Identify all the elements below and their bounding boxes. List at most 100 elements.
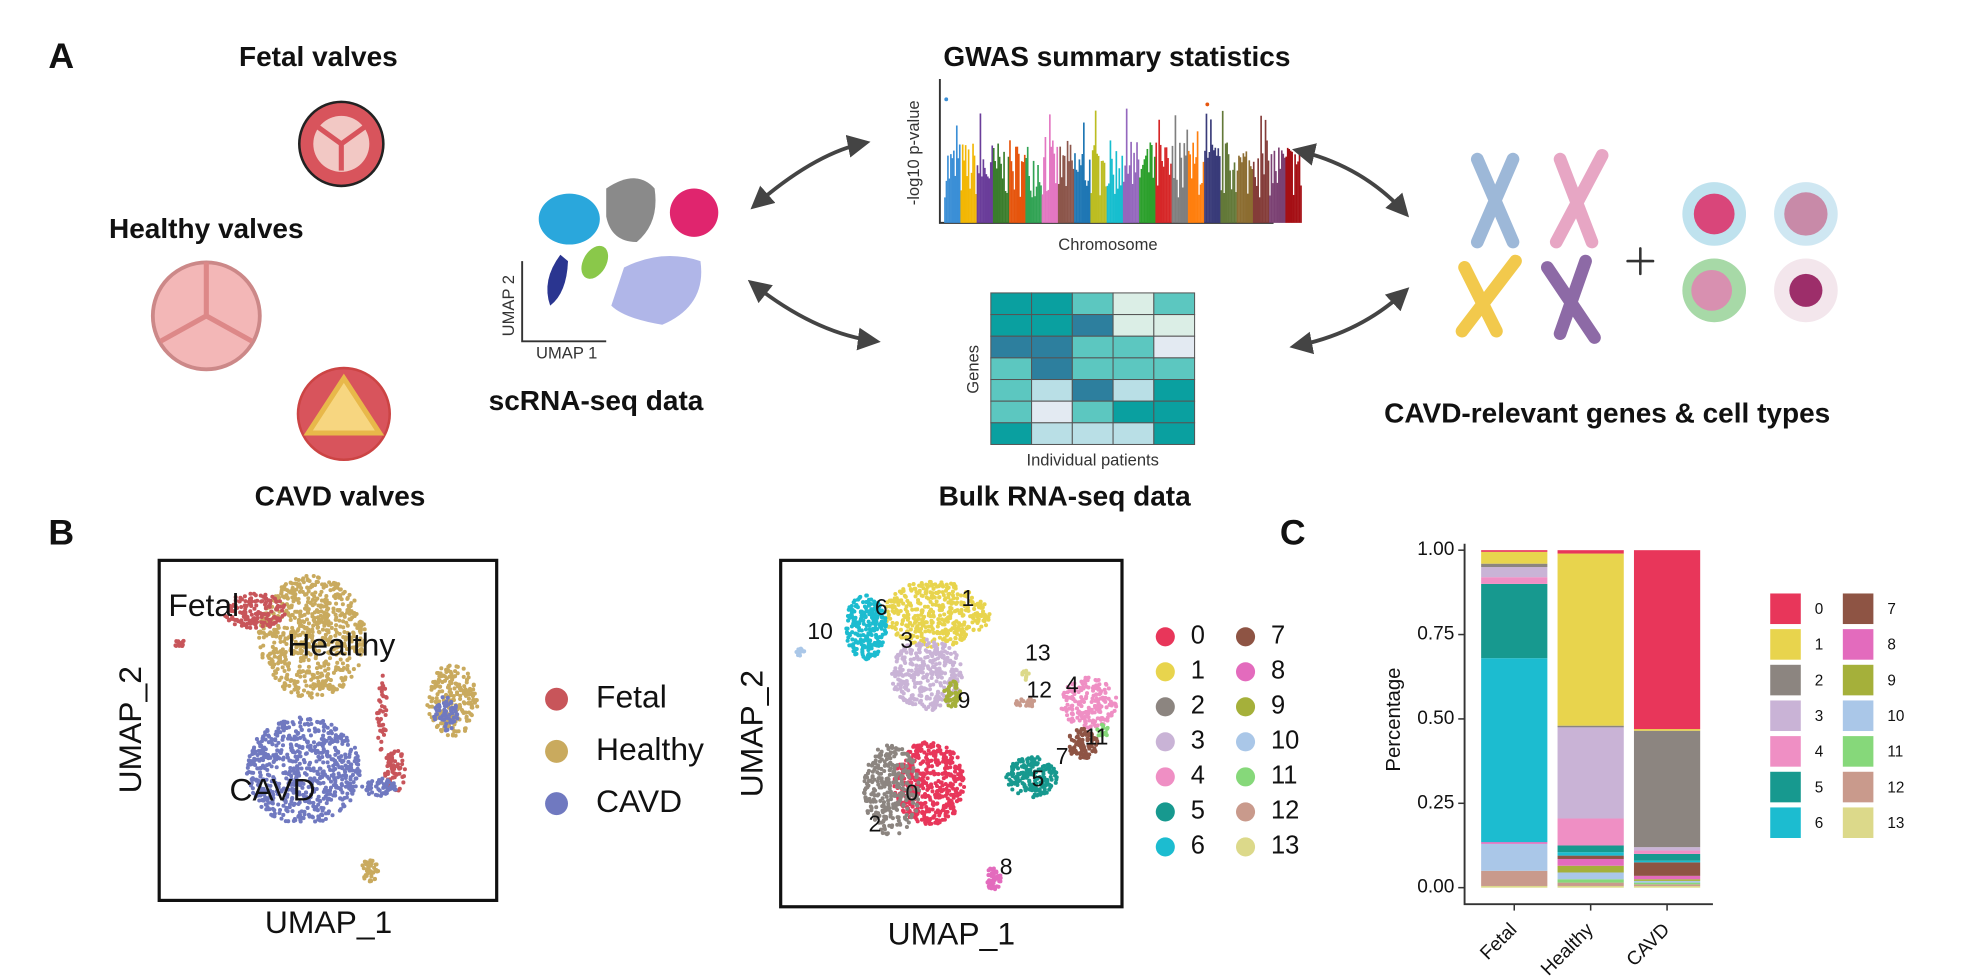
umap-point [250, 752, 255, 757]
umap-point [934, 679, 939, 684]
heatmap-cell [1071, 335, 1114, 359]
umap-point [901, 751, 906, 756]
umap-point [888, 797, 894, 802]
umap-point [351, 780, 356, 785]
umap-point [883, 630, 888, 635]
bar-segment [1633, 853, 1701, 861]
umap-point [943, 755, 948, 760]
umap-point [445, 685, 451, 690]
umap-point [453, 674, 458, 679]
umap-point [243, 610, 248, 615]
umap-point [876, 639, 881, 644]
umap-point [393, 759, 398, 764]
umap-point [930, 789, 935, 794]
umap-point [951, 751, 956, 756]
umap-point [920, 794, 925, 799]
umap-point [962, 635, 967, 640]
umap-point [991, 866, 996, 871]
umap-point [915, 607, 920, 612]
umap-point [307, 766, 312, 771]
umap-point [885, 790, 890, 795]
umap-point [914, 808, 919, 813]
umap-point [439, 673, 444, 679]
bar-segment [1557, 882, 1624, 886]
umap-point [303, 626, 308, 631]
umap-point [275, 603, 280, 608]
umap-point [889, 743, 895, 748]
umap-point [892, 687, 897, 692]
umap-point [929, 671, 934, 676]
umap-point [264, 777, 269, 782]
umap-point [1011, 766, 1016, 771]
umap-point [313, 583, 318, 588]
umap-point [945, 586, 950, 591]
valve-icons [150, 100, 391, 462]
manhattan-plot [938, 78, 1302, 224]
umap-point [955, 793, 960, 798]
umap-point [895, 781, 900, 786]
umap-point [333, 581, 338, 586]
umap-point [314, 807, 319, 812]
umap-point [920, 809, 925, 814]
umap-point [320, 582, 325, 587]
umap-point [320, 627, 325, 632]
umap-point [938, 703, 943, 708]
umap-point [935, 689, 941, 694]
umap-point [1014, 702, 1019, 707]
umap-point [306, 664, 311, 669]
bar-segment [1557, 725, 1624, 728]
umap-point [246, 762, 251, 767]
umap-point [298, 754, 303, 759]
umap-point [400, 758, 405, 763]
umap-point [934, 662, 939, 667]
umap-point [268, 755, 273, 760]
umap-point [326, 662, 331, 667]
umap-point [924, 696, 929, 701]
umap-point [463, 710, 468, 715]
umap-point [306, 589, 311, 594]
umap-point [931, 769, 936, 774]
umap-point [333, 733, 338, 738]
umap-point [1045, 763, 1050, 768]
umap-point [258, 645, 263, 650]
legend-swatch [1155, 837, 1175, 857]
umap-point [937, 635, 942, 640]
umap-point [864, 623, 869, 628]
umap-point [455, 684, 460, 689]
umap-point [225, 615, 230, 620]
umap-point [443, 724, 448, 729]
umap-point [293, 581, 298, 586]
umap-point [325, 760, 330, 765]
umap-point [314, 666, 320, 671]
umap-point [948, 792, 954, 797]
umap-point [951, 786, 956, 791]
valve-title: Healthy valves [109, 213, 304, 244]
umap-point [368, 858, 373, 863]
umap-point [926, 666, 931, 671]
umap-point [311, 675, 316, 680]
umap-point [926, 748, 931, 753]
umap-point [400, 762, 405, 767]
umap-point [931, 815, 936, 820]
umap-point [458, 693, 463, 698]
umap-point [385, 764, 390, 769]
umap-point [250, 786, 255, 791]
umap-point [877, 759, 882, 764]
umap-point [859, 628, 864, 633]
umap-point [366, 870, 371, 875]
umap-point [849, 613, 854, 618]
umap-point [882, 823, 887, 828]
umap-point [348, 775, 353, 780]
umap-point [471, 682, 476, 687]
umap-point [331, 772, 336, 777]
umap-point [908, 603, 913, 608]
bar-segment [1557, 885, 1624, 888]
umap-point [467, 686, 473, 691]
umap-point [271, 796, 276, 801]
umap-point [231, 602, 236, 607]
umap-point [278, 636, 283, 641]
umap-point [926, 624, 931, 629]
umap-point [276, 730, 281, 735]
umap-point [323, 816, 328, 822]
umap-point [1104, 705, 1109, 710]
